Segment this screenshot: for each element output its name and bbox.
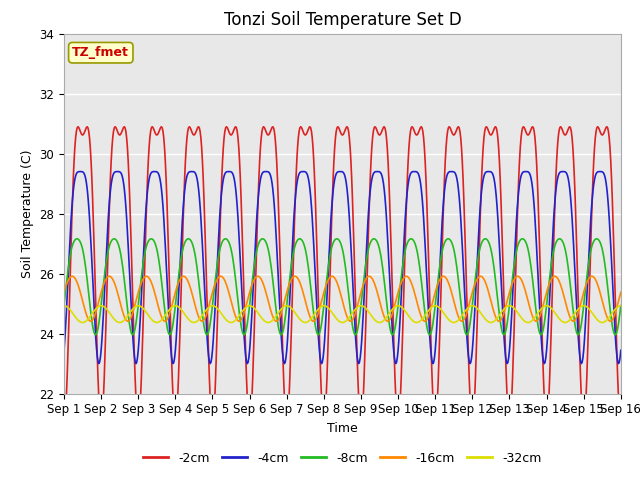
-4cm [76,169,84,175]
-4cm [335,169,342,175]
-32cm [79,320,86,325]
-8cm [184,236,191,242]
-4cm [60,348,68,353]
-2cm [182,145,190,151]
-2cm [444,129,451,134]
-32cm [207,303,215,309]
Line: -16cm: -16cm [64,276,621,321]
-2cm [60,420,68,426]
Text: TZ_fmet: TZ_fmet [72,46,129,59]
-2cm [617,420,625,426]
-16cm [568,317,575,323]
-16cm [445,280,452,286]
-16cm [68,274,76,279]
-16cm [184,278,191,284]
-8cm [390,331,397,337]
-32cm [335,318,342,324]
-8cm [60,303,68,309]
-8cm [617,303,625,309]
-32cm [566,316,574,322]
-8cm [335,238,343,243]
-16cm [390,307,397,312]
-16cm [208,292,216,298]
-4cm [444,171,451,177]
-32cm [183,314,191,320]
Y-axis label: Soil Temperature (C): Soil Temperature (C) [20,149,34,278]
-4cm [503,360,511,366]
-2cm [206,395,214,400]
-16cm [335,287,343,292]
-32cm [60,303,68,309]
-16cm [60,289,68,295]
-2cm [566,125,574,131]
-32cm [444,315,451,321]
-4cm [183,173,191,179]
Legend: -2cm, -4cm, -8cm, -16cm, -32cm: -2cm, -4cm, -8cm, -16cm, -32cm [138,447,547,469]
-8cm [74,236,81,242]
X-axis label: Time: Time [327,422,358,435]
-32cm [389,306,397,312]
-16cm [87,318,95,324]
-8cm [208,310,216,315]
Line: -8cm: -8cm [64,239,621,335]
-4cm [568,204,575,209]
-32cm [617,303,625,309]
Line: -32cm: -32cm [64,306,621,323]
-4cm [617,348,625,353]
Line: -4cm: -4cm [64,172,621,363]
Line: -2cm: -2cm [64,127,621,423]
-8cm [568,291,575,297]
-8cm [445,236,452,242]
-2cm [335,124,342,130]
-4cm [389,335,397,340]
-8cm [92,332,100,337]
-2cm [389,300,397,306]
-16cm [617,289,625,295]
-4cm [207,360,215,365]
Title: Tonzi Soil Temperature Set D: Tonzi Soil Temperature Set D [223,11,461,29]
-2cm [260,124,268,130]
